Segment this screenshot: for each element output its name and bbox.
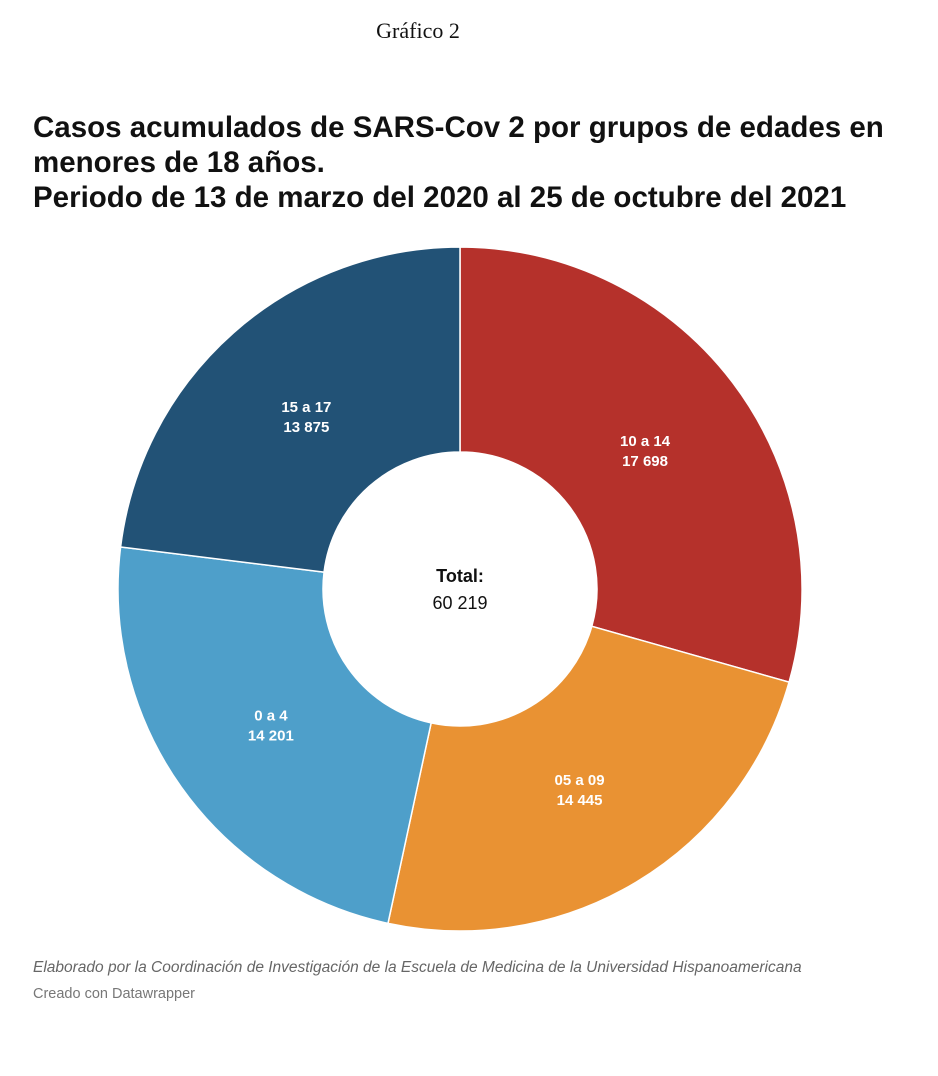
chart-title-line: Casos acumulados de SARS-Cov 2 por grupo… xyxy=(33,111,884,144)
donut-slice-15-a-17 xyxy=(119,246,461,574)
footer-credit: Creado con Datawrapper xyxy=(33,986,196,1002)
slice-value: 14 445 xyxy=(557,792,603,809)
slice-label: 0 a 4 xyxy=(254,707,288,724)
chart-title-line: Periodo de 13 de marzo del 2020 al 25 de… xyxy=(33,181,847,214)
slice-label: 15 a 17 xyxy=(281,399,331,416)
slice-label: 05 a 09 xyxy=(555,772,605,789)
donut-slices xyxy=(117,246,803,932)
slice-label: 10 a 14 xyxy=(620,433,671,450)
donut-slice-0-a-4 xyxy=(117,546,433,925)
donut-labels: 10 a 14 17 698 05 a 09 14 445 0 a 4 14 201 15 … xyxy=(248,399,671,809)
center-total-label: Total: xyxy=(436,566,484,586)
figure-label: Gráfico 2 xyxy=(376,18,460,43)
slice-value: 14 201 xyxy=(248,727,294,744)
slice-value: 17 698 xyxy=(622,453,668,470)
chart-title: Casos acumulados de SARS-Cov 2 por grupo… xyxy=(33,110,913,215)
slice-value: 13 875 xyxy=(283,419,329,436)
chart-title-line: menores de 18 años. xyxy=(33,146,325,179)
donut-slice-10-a-14 xyxy=(459,246,803,684)
footer-note: Elaborado por la Coordinación de Investi… xyxy=(33,959,802,976)
center-total-value: 60 219 xyxy=(432,593,487,613)
donut-slice-05-a-09 xyxy=(387,625,791,932)
